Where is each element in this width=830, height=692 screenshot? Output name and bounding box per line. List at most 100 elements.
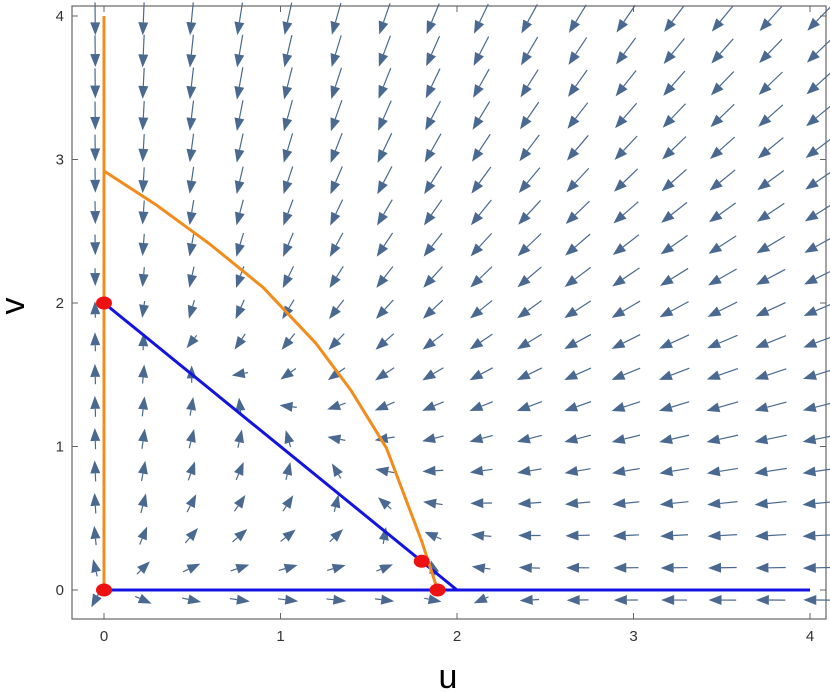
arrow-shaft [767, 467, 787, 473]
vector-arrow [424, 133, 442, 163]
vector-arrow [374, 594, 395, 605]
arrow-shaft [484, 567, 491, 570]
arrow-shaft [286, 133, 294, 151]
u-nullcline-line [103, 301, 458, 592]
arrow-shaft [142, 2, 145, 23]
arrow-head [568, 51, 580, 65]
arrow-head [660, 562, 674, 573]
arrow-head [805, 178, 819, 190]
arrow-head [612, 275, 626, 287]
vector-arrow [473, 593, 489, 604]
arrow-shaft [719, 5, 734, 22]
arrow-shaft [815, 72, 830, 87]
arrow-shaft [280, 537, 286, 542]
arrow-head [90, 427, 101, 442]
vector-arrow [659, 401, 690, 412]
vector-arrow [612, 267, 640, 287]
arrow-head [757, 178, 771, 191]
vector-arrow [611, 466, 640, 477]
arrow-shaft [767, 335, 787, 344]
arrow-shaft [383, 232, 394, 247]
arrow-shaft [719, 71, 735, 87]
vector-arrow [754, 434, 787, 445]
arrow-head [90, 273, 101, 287]
arrow-head [90, 242, 101, 256]
arrow-head [330, 494, 341, 509]
arrow-shaft [431, 232, 443, 247]
arrow-shaft [528, 401, 543, 408]
x-tick-label: 1 [276, 628, 284, 645]
vector-arrow [471, 563, 491, 574]
arrow-shaft [767, 500, 787, 505]
arrow-head [186, 334, 199, 349]
arrow-shaft [479, 266, 493, 279]
arrow-head [517, 498, 531, 509]
arrow-head [186, 54, 197, 68]
vector-arrow [568, 37, 588, 65]
vector-arrow [517, 498, 542, 509]
vector-arrow [612, 498, 640, 509]
plot-frame [71, 5, 827, 620]
vector-arrow [613, 595, 638, 606]
vector-arrow [706, 466, 738, 477]
arrow-head [235, 242, 245, 257]
vector-arrow [234, 100, 245, 132]
arrow-head [756, 242, 771, 254]
arrow-head [711, 18, 724, 32]
arrow-shaft [387, 470, 395, 474]
arrow-head [471, 180, 484, 194]
vector-arrow [757, 137, 784, 159]
arrow-head [90, 85, 101, 99]
arrow-head [138, 428, 148, 443]
arrow-head [422, 433, 436, 443]
vector-arrow [518, 562, 540, 573]
arrow-head [709, 146, 724, 159]
arrow-head [282, 53, 293, 68]
arrow-head [90, 332, 101, 346]
arrow-head [422, 306, 436, 319]
arrow-shaft [527, 36, 539, 55]
arrow-head [231, 368, 246, 379]
arrow-shaft [334, 132, 343, 151]
vector-arrow [280, 529, 296, 542]
arrow-head [473, 593, 488, 604]
vector-arrow [90, 525, 101, 546]
arrow-shaft [190, 67, 195, 87]
vector-arrow [136, 561, 150, 575]
vector-arrow [470, 199, 492, 226]
arrow-shaft [478, 133, 491, 152]
arrow-shaft [623, 367, 641, 376]
arrow-shaft [767, 533, 787, 537]
arrow-shaft [815, 6, 830, 22]
arrow-head [91, 559, 102, 573]
arrow-shaft [767, 137, 784, 151]
vector-arrow [235, 232, 245, 257]
vector-arrow [91, 559, 102, 577]
arrow-shaft [140, 473, 144, 482]
arrow-shaft [623, 37, 637, 55]
arrow-shaft [142, 100, 145, 118]
arrow-shaft [622, 201, 639, 216]
arrow-head [138, 333, 149, 347]
vector-arrow [707, 334, 738, 349]
arrow-head [234, 429, 245, 444]
arrow-shaft [719, 434, 739, 440]
vector-arrow [282, 34, 293, 68]
arrow-shaft [485, 596, 489, 599]
arrow-shaft [483, 535, 492, 537]
vector-arrow [182, 563, 201, 574]
arrow-head [423, 211, 436, 226]
vector-arrow [282, 166, 294, 195]
vector-arrow [661, 201, 688, 223]
arrow-head [235, 564, 250, 574]
arrow-shaft [333, 506, 337, 513]
vector-arrow [278, 563, 298, 574]
arrow-head [755, 562, 769, 573]
arrow-shaft [189, 409, 192, 416]
arrow-head [802, 434, 817, 445]
arrow-shaft [576, 401, 592, 408]
arrow-head [611, 338, 626, 349]
arrow-shaft [528, 367, 543, 375]
arrow-shaft [767, 235, 786, 248]
arrow-shaft [376, 568, 382, 572]
